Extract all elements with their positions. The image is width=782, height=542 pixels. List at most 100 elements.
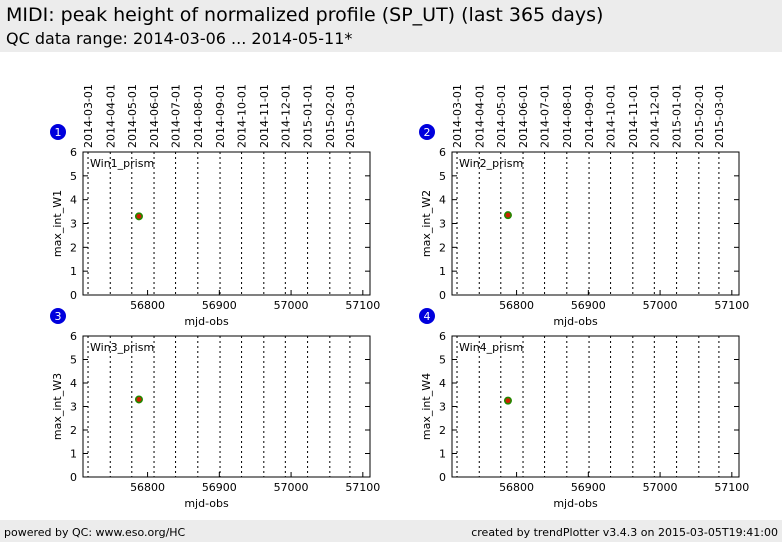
page-subtitle: QC data range: 2014-03-06 ... 2014-05-11… xyxy=(6,29,353,48)
date-tick-label: 2014-06-01 xyxy=(517,84,530,148)
date-tick-label: 2015-01-01 xyxy=(302,84,315,148)
y-tick-label: 5 xyxy=(439,354,446,367)
y-axis-label: max_int_W3 xyxy=(51,373,64,440)
footer-credit: powered by QC: www.eso.org/HC xyxy=(4,526,186,539)
panel-label: Win4_prism xyxy=(459,341,523,354)
date-tick-label: 2015-01-01 xyxy=(671,84,684,148)
y-tick-label: 1 xyxy=(439,265,446,278)
y-tick-label: 0 xyxy=(439,471,446,484)
x-tick-label: 56800 xyxy=(499,481,534,494)
date-tick-label: 2014-10-01 xyxy=(236,84,249,148)
header-bar: MIDI: peak height of normalized profile … xyxy=(0,0,782,52)
y-tick-label: 6 xyxy=(70,146,77,159)
x-tick-label: 57000 xyxy=(643,299,678,312)
date-tick-label: 2014-04-01 xyxy=(473,84,486,148)
x-tick-label: 57000 xyxy=(643,481,678,494)
y-tick-label: 2 xyxy=(439,241,446,254)
date-tick-label: 2014-09-01 xyxy=(583,84,596,148)
x-tick-label: 57100 xyxy=(714,481,749,494)
panel-number-badge xyxy=(50,308,66,324)
y-tick-label: 1 xyxy=(439,448,446,461)
y-tick-label: 6 xyxy=(439,330,446,343)
x-axis-label: mjd-obs xyxy=(553,497,598,510)
x-tick-label: 57100 xyxy=(345,481,380,494)
y-tick-label: 0 xyxy=(439,289,446,302)
date-tick-label: 2015-02-01 xyxy=(324,84,337,148)
x-tick-label: 57000 xyxy=(274,299,309,312)
date-tick-label: 2014-08-01 xyxy=(192,84,205,148)
panel-number-label: 2 xyxy=(424,126,431,139)
date-tick-label: 2014-05-01 xyxy=(126,84,139,148)
y-tick-label: 3 xyxy=(70,218,77,231)
panel-number-badge xyxy=(419,308,435,324)
data-point xyxy=(134,395,143,404)
plot-frame xyxy=(82,151,371,296)
y-tick-label: 4 xyxy=(70,377,77,390)
plot-frame xyxy=(451,335,740,478)
date-tick-label: 2014-11-01 xyxy=(258,84,271,148)
y-tick-label: 3 xyxy=(439,401,446,414)
y-tick-label: 3 xyxy=(439,218,446,231)
y-tick-label: 1 xyxy=(70,265,77,278)
panel-label: Win2_prism xyxy=(459,157,523,170)
panel-number-label: 4 xyxy=(424,310,431,323)
panel-number-badge xyxy=(419,124,435,140)
panel-number-badge xyxy=(50,124,66,140)
y-tick-label: 2 xyxy=(70,241,77,254)
date-tick-label: 2014-05-01 xyxy=(495,84,508,148)
panel-number-label: 3 xyxy=(55,310,62,323)
y-tick-label: 6 xyxy=(70,330,77,343)
x-tick-label: 57000 xyxy=(274,481,309,494)
date-tick-label: 2014-06-01 xyxy=(148,84,161,148)
date-tick-label: 2014-10-01 xyxy=(605,84,618,148)
y-tick-label: 2 xyxy=(439,424,446,437)
date-tick-label: 2015-03-01 xyxy=(344,84,357,148)
x-tick-label: 56900 xyxy=(202,299,237,312)
date-tick-label: 2014-07-01 xyxy=(170,84,183,148)
y-axis-label: max_int_W1 xyxy=(51,190,64,257)
x-tick-label: 57100 xyxy=(714,299,749,312)
date-tick-label: 2014-11-01 xyxy=(627,84,640,148)
y-tick-label: 0 xyxy=(70,289,77,302)
date-tick-label: 2014-03-01 xyxy=(451,84,464,148)
x-axis-label: mjd-obs xyxy=(553,315,598,328)
date-tick-label: 2014-07-01 xyxy=(539,84,552,148)
x-axis-label: mjd-obs xyxy=(184,315,229,328)
footer-created: created by trendPlotter v3.4.3 on 2015-0… xyxy=(471,526,778,539)
data-point xyxy=(503,211,512,220)
y-tick-label: 2 xyxy=(70,424,77,437)
y-tick-label: 5 xyxy=(439,170,446,183)
y-tick-label: 6 xyxy=(439,146,446,159)
plot-frame xyxy=(451,151,740,296)
date-tick-label: 2014-12-01 xyxy=(279,84,292,148)
date-tick-label: 2015-02-01 xyxy=(693,84,706,148)
x-tick-label: 56800 xyxy=(130,481,165,494)
panel-label: Win1_prism xyxy=(90,157,154,170)
panel-label: Win3_prism xyxy=(90,341,154,354)
x-axis-label: mjd-obs xyxy=(184,497,229,510)
date-tick-label: 2015-03-01 xyxy=(713,84,726,148)
plot-frame xyxy=(82,335,371,478)
page-title: MIDI: peak height of normalized profile … xyxy=(6,4,604,26)
y-tick-label: 5 xyxy=(70,354,77,367)
date-tick-label: 2014-04-01 xyxy=(104,84,117,148)
data-point xyxy=(503,396,512,405)
x-tick-label: 56900 xyxy=(571,481,606,494)
y-tick-label: 4 xyxy=(70,194,77,207)
y-axis-label: max_int_W4 xyxy=(420,373,433,440)
panel-number-label: 1 xyxy=(55,126,62,139)
date-tick-label: 2014-09-01 xyxy=(214,84,227,148)
y-tick-label: 5 xyxy=(70,170,77,183)
x-tick-label: 56800 xyxy=(499,299,534,312)
date-tick-label: 2014-12-01 xyxy=(648,84,661,148)
y-tick-label: 0 xyxy=(70,471,77,484)
footer-bar: powered by QC: www.eso.org/HC created by… xyxy=(0,520,782,542)
y-axis-label: max_int_W2 xyxy=(420,190,433,257)
x-tick-label: 57100 xyxy=(345,299,380,312)
date-tick-label: 2014-08-01 xyxy=(561,84,574,148)
x-tick-label: 56900 xyxy=(202,481,237,494)
date-tick-label: 2014-03-01 xyxy=(82,84,95,148)
y-tick-label: 4 xyxy=(439,377,446,390)
y-tick-label: 4 xyxy=(439,194,446,207)
